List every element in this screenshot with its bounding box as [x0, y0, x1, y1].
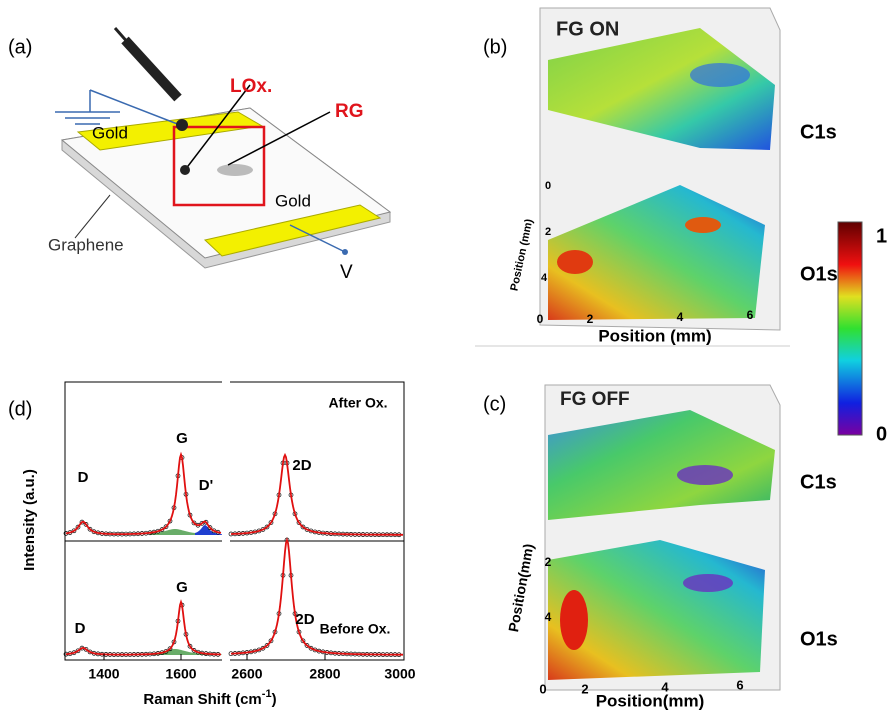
tick-label: 1400 — [88, 666, 119, 682]
peak-label: D' — [199, 477, 213, 494]
row-label: O1s — [800, 628, 838, 650]
x-axis-label: Position(mm) — [596, 691, 705, 710]
annotation: After Ox. — [328, 395, 387, 411]
plot-title: FG ON — [556, 18, 619, 40]
row-label: O1s — [800, 263, 838, 285]
rg-label: RG — [335, 101, 364, 122]
graphene-label: Graphene — [48, 235, 124, 254]
tick-label: 2 — [587, 312, 594, 326]
figure: (a) LOx. RG Gold Gold Graphene V (b) FG … — [0, 0, 891, 711]
x-axis-label-part: ) — [272, 691, 277, 708]
panel-label: (a) — [8, 36, 32, 58]
gold-label: Gold — [275, 191, 311, 210]
peak-label: 2D — [295, 611, 314, 628]
tick-label: 2 — [545, 226, 551, 238]
tick-label: 4 — [545, 610, 552, 624]
tick-label: 0 — [545, 180, 551, 192]
tick-label: 2 — [581, 681, 588, 696]
peak-label: G — [176, 579, 188, 596]
device — [55, 28, 390, 268]
lox-label: LOx. — [230, 76, 272, 97]
row-label: C1s — [800, 121, 837, 143]
colorbar-label: 0 — [876, 423, 887, 445]
x-axis-label: Raman Shift (cm-1) — [143, 688, 276, 708]
tick-label: 0 — [539, 681, 546, 696]
surface-plot — [545, 385, 780, 690]
colorbar — [838, 222, 862, 435]
y-axis-label: Position(mm) — [505, 542, 536, 633]
gold-label: Gold — [92, 123, 128, 142]
voltage-label: V — [340, 262, 353, 283]
x-axis-label-sup: -1 — [262, 688, 272, 700]
surface-plot — [540, 8, 780, 330]
panel-label: (d) — [8, 398, 32, 420]
axis-break — [222, 376, 230, 666]
fit-line — [66, 602, 221, 655]
tick-label: 2800 — [309, 666, 340, 682]
y-axis-label: Intensity (a.u.) — [21, 469, 38, 571]
y-axis-label: Position (mm) — [508, 218, 535, 293]
colorbar-label: 1 — [876, 225, 887, 247]
row-label: C1s — [800, 471, 837, 493]
panel-label: (c) — [483, 393, 506, 415]
tick-label: 6 — [747, 308, 754, 322]
tick-label: 2600 — [231, 666, 262, 682]
fit-line — [66, 455, 221, 535]
tick-label: 6 — [736, 677, 743, 692]
x-axis-label: Position (mm) — [598, 326, 711, 345]
peak-label: D — [75, 620, 86, 637]
x-axis-label-part: Raman Shift (cm — [143, 691, 261, 708]
tick-label: 1600 — [165, 666, 196, 682]
peak-label: 2D — [292, 457, 311, 474]
plot-frame — [65, 382, 404, 660]
peak-label: D — [78, 469, 89, 486]
tick-label: 4 — [677, 310, 684, 324]
fit-line — [231, 540, 403, 655]
tick-label: 0 — [537, 312, 544, 326]
peak-label: G — [176, 430, 188, 447]
tick-label: 4 — [541, 272, 548, 284]
plot-title: FG OFF — [560, 389, 630, 410]
tick-label: 3000 — [384, 666, 415, 682]
panel-label: (b) — [483, 36, 507, 58]
annotation: Before Ox. — [320, 621, 391, 637]
tick-label: 2 — [545, 555, 552, 569]
fit-line — [231, 455, 403, 535]
